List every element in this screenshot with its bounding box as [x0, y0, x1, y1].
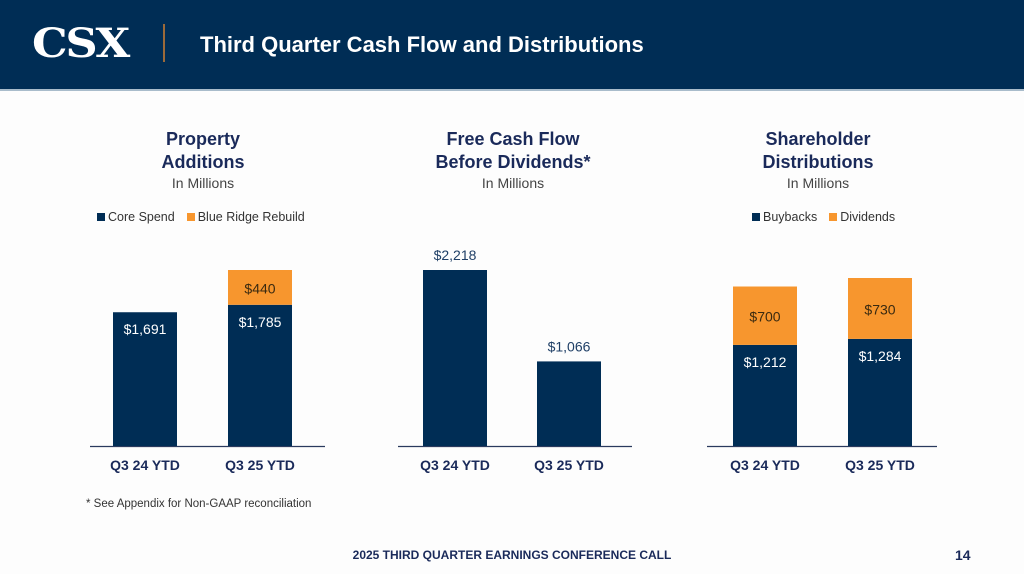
x-tick-label: Q3 24 YTD	[420, 457, 490, 473]
bar-buybacks	[733, 344, 797, 446]
data-label: $440	[244, 280, 275, 296]
shareholder-distributions-title-line-1: Shareholder	[765, 129, 871, 149]
shareholder-distributions-title-line-2: Distributions	[762, 152, 874, 172]
free-cash-flow-panel-heading: Free Cash Flow Before Dividends* In Mill…	[363, 128, 663, 192]
header-divider	[163, 24, 165, 62]
shareholder-distributions-panel-heading: Shareholder Distributions In Millions	[668, 128, 968, 192]
bar-free-cash-flow-before-dividends	[423, 270, 487, 446]
bar-dividends	[848, 278, 912, 339]
legend-swatch-core-spend	[97, 213, 105, 221]
data-label: $1,691	[124, 321, 167, 337]
bar-free-cash-flow-before-dividends	[537, 361, 601, 446]
x-tick-label: Q3 25 YTD	[845, 457, 915, 473]
bar-blue-ridge-rebuild	[228, 270, 292, 305]
property-additions-legend: Core Spend Blue Ridge Rebuild	[97, 210, 305, 224]
data-label: $1,212	[744, 354, 787, 370]
data-label: $1,284	[859, 348, 902, 364]
legend-item-buybacks: Buybacks	[752, 210, 817, 224]
legend-label: Blue Ridge Rebuild	[197, 210, 305, 224]
property-additions-subtitle: In Millions	[171, 175, 235, 191]
property-additions-title-line-2: Additions	[161, 152, 245, 172]
legend-item-core-spend: Core Spend	[97, 210, 175, 224]
legend-item-blue-ridge-rebuild: Blue Ridge Rebuild	[186, 210, 305, 224]
slide-title: Third Quarter Cash Flow and Distribution…	[200, 32, 644, 57]
bar-core-spend	[228, 304, 292, 446]
bar-core-spend	[113, 312, 177, 446]
legend-item-dividends: Dividends	[829, 210, 895, 224]
csx-logo: CSX	[32, 20, 130, 67]
data-label: $1,066	[548, 338, 591, 354]
legend-swatch-buybacks	[752, 213, 760, 221]
legend-swatch-dividends	[829, 213, 838, 221]
x-tick-label: Q3 25 YTD	[534, 457, 604, 473]
x-tick-label: Q3 24 YTD	[110, 457, 180, 473]
slide-header: CSX Third Quarter Cash Flow and Distribu…	[0, 0, 1024, 91]
shareholder-distributions-legend: Buybacks Dividends	[752, 210, 895, 224]
data-label: $730	[864, 301, 895, 317]
x-tick-label: Q3 24 YTD	[730, 457, 800, 473]
page-number: 14	[955, 547, 971, 563]
bar-dividends	[733, 286, 797, 345]
free-cash-flow-subtitle: In Millions	[481, 175, 545, 191]
data-label: $2,218	[434, 247, 477, 263]
property-additions-panel-heading: Property Additions In Millions	[53, 128, 353, 192]
bar-buybacks	[848, 338, 912, 446]
legend-swatch-blue-ridge-rebuild	[186, 213, 195, 221]
legend-label: Buybacks	[763, 210, 818, 224]
footnote: * See Appendix for Non-GAAP reconciliati…	[86, 498, 312, 510]
data-label: $700	[749, 309, 780, 325]
footer-text: 2025 THIRD QUARTER EARNINGS CONFERENCE C…	[352, 548, 672, 562]
x-tick-label: Q3 25 YTD	[225, 457, 295, 473]
free-cash-flow-title-line-2: Before Dividends*	[435, 152, 591, 172]
shareholder-distributions-subtitle: In Millions	[786, 175, 850, 191]
legend-label: Dividends	[840, 210, 896, 224]
legend-label: Core Spend	[108, 210, 175, 224]
data-label: $1,785	[239, 314, 282, 330]
free-cash-flow-title-line-1: Free Cash Flow	[446, 129, 580, 149]
property-additions-title-line-1: Property	[165, 129, 241, 149]
